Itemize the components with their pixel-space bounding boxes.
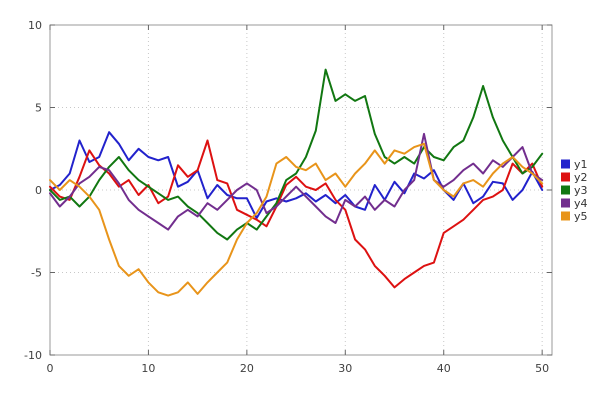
plot-border [49,24,553,356]
legend-label-y2: y2 [574,171,588,184]
legend-label-y3: y3 [574,184,588,197]
x-tick-label: 30 [338,362,352,375]
y-tick-label: 10 [28,19,42,32]
legend-swatch-y1 [561,159,570,169]
legend-label-y4: y4 [574,197,588,210]
legend-label-y1: y1 [574,158,588,171]
legend-swatch-y2 [561,172,570,182]
legend-swatch-y3 [561,185,570,195]
legend-swatch-y4 [561,198,570,208]
y-tick-label: -10 [24,349,42,362]
x-tick-label: 0 [47,362,54,375]
x-tick-label: 10 [141,362,155,375]
y-tick-label: -5 [31,267,42,280]
series-line-y1 [49,131,544,219]
series-line-y5 [49,142,544,297]
x-tick-label: 50 [535,362,549,375]
y-tick-label: 0 [35,184,42,197]
legend-label-y5: y5 [574,210,588,223]
legend-swatch-y5 [561,211,570,221]
x-tick-label: 20 [240,362,254,375]
series-line-y2 [49,139,544,289]
series-line-y4 [49,132,544,231]
x-tick-label: 40 [437,362,451,375]
y-tick-label: 5 [35,102,42,115]
series-line-y3 [49,68,544,241]
